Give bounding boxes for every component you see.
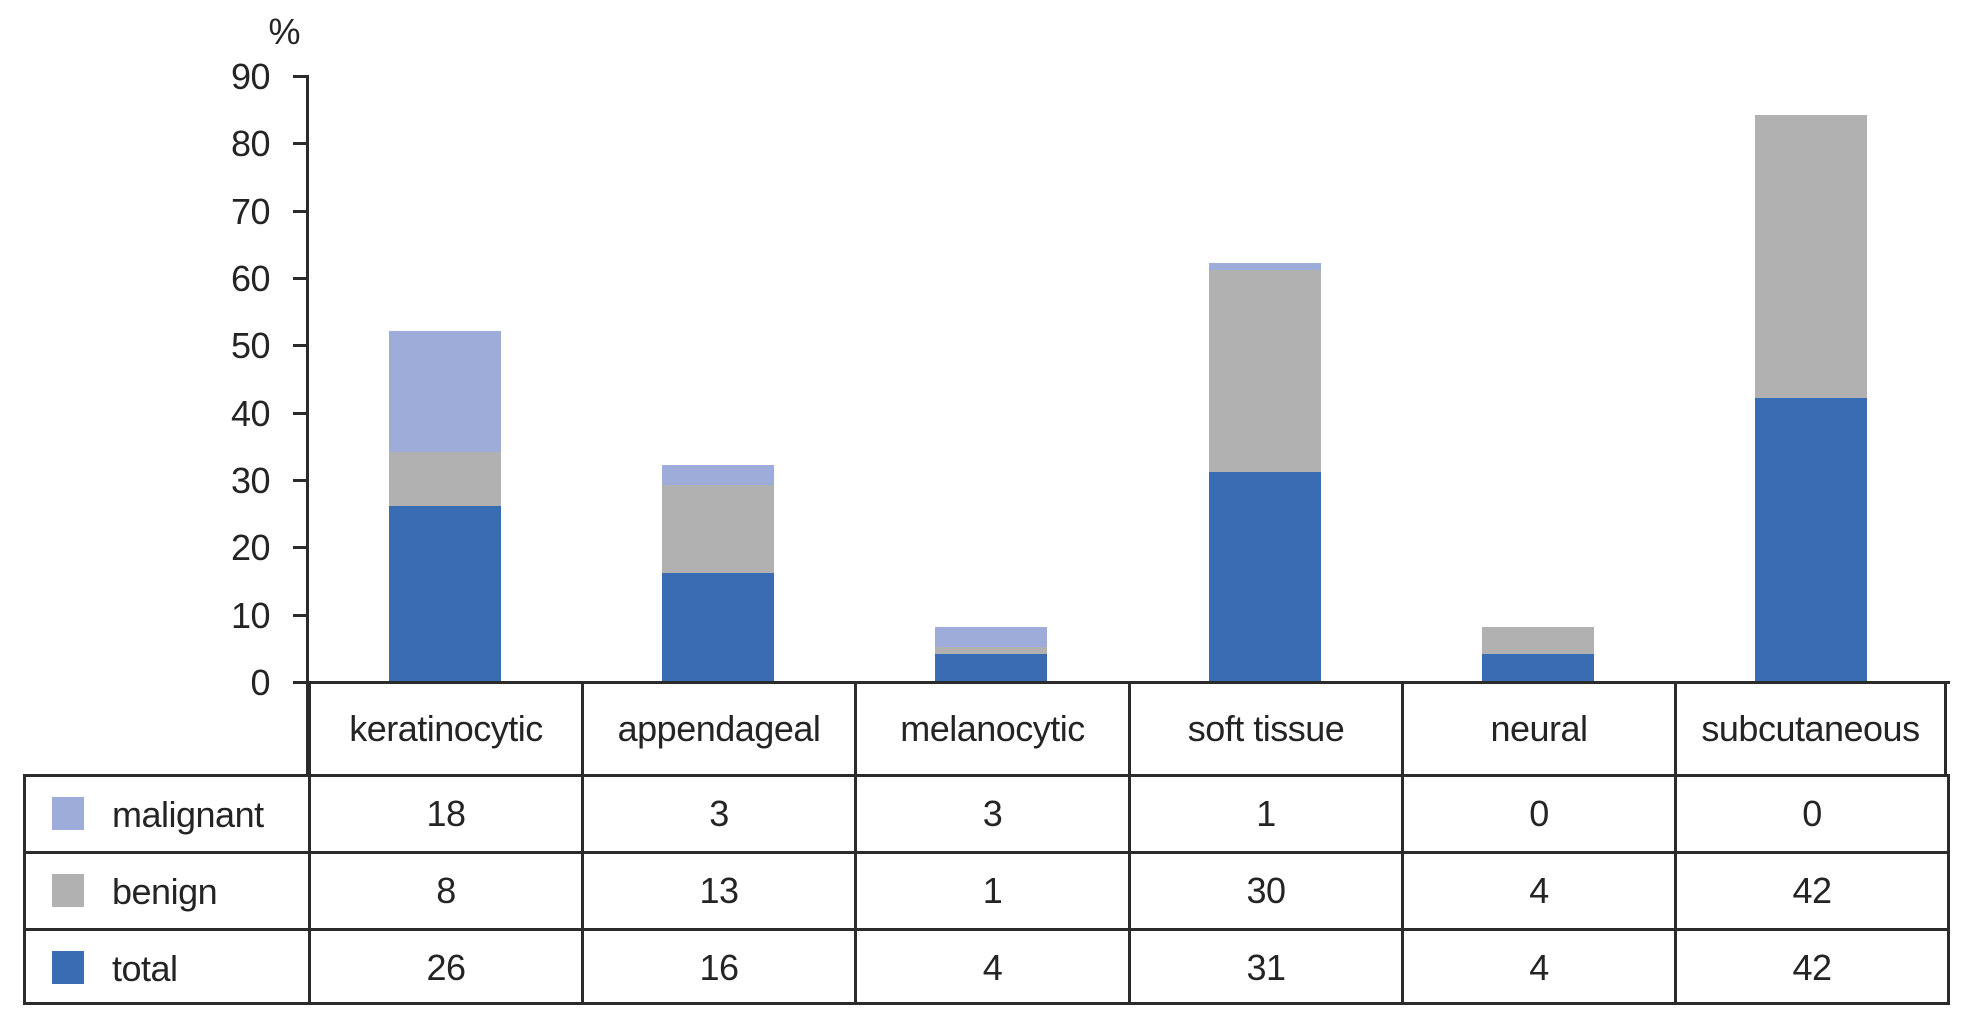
- table-cell-value: 3: [709, 793, 729, 834]
- table-column-divider: [1401, 774, 1404, 1005]
- y-tick-label: 30: [230, 460, 271, 501]
- category-header-neural: neural: [1401, 684, 1674, 774]
- y-tick-mark: [293, 277, 306, 280]
- y-axis-line: [306, 75, 309, 774]
- bar-segment-total-subcutaneous: [1755, 398, 1867, 681]
- bar-segment-total-appendageal: [662, 573, 774, 681]
- category-header-appendageal: appendageal: [581, 684, 854, 774]
- y-tick-mark: [293, 681, 306, 684]
- bar-segment-benign-neural: [1482, 627, 1594, 654]
- legend-label-benign: benign: [112, 871, 218, 912]
- bar-segment-benign-appendageal: [662, 485, 774, 573]
- bar-segment-total-keratinocytic: [389, 506, 501, 681]
- bar-segment-malignant-appendageal: [662, 465, 774, 485]
- table-cell-value: 0: [1802, 793, 1822, 834]
- table-cell-value: 16: [699, 947, 739, 988]
- y-tick-mark: [293, 546, 306, 549]
- bar-segment-malignant-keratinocytic: [389, 331, 501, 452]
- table-column-divider: [1128, 774, 1131, 1005]
- y-tick-label: 60: [230, 258, 271, 299]
- table-cell-value: 4: [1529, 870, 1549, 911]
- y-tick-label: 50: [230, 325, 271, 366]
- table-cell-value: 18: [426, 793, 466, 834]
- table-column-divider: [1674, 774, 1677, 1005]
- y-tick-mark: [293, 210, 306, 213]
- table-column-divider: [854, 774, 857, 1005]
- bar-segment-benign-soft-tissue: [1209, 270, 1321, 472]
- bar-segment-total-soft-tissue: [1209, 472, 1321, 681]
- table-row-divider: [23, 851, 1950, 854]
- y-tick-label: 20: [230, 527, 271, 568]
- y-tick-label: 80: [230, 123, 271, 164]
- bar-segment-benign-melanocytic: [935, 647, 1047, 654]
- y-tick-label: 40: [230, 393, 271, 434]
- x-axis-baseline: [306, 681, 1950, 684]
- legend-swatch-benign: [52, 874, 84, 907]
- y-tick-mark: [293, 614, 306, 617]
- table-cell-value: 30: [1246, 870, 1286, 911]
- y-tick-label: 10: [230, 595, 271, 636]
- table-cell-value: 4: [982, 947, 1003, 988]
- table-cell-value: 1: [982, 870, 1003, 911]
- category-header-melanocytic: melanocytic: [854, 684, 1128, 774]
- table-cell-value: 0: [1529, 793, 1549, 834]
- y-axis-unit-label: %: [268, 11, 300, 52]
- table-cell-value: 26: [426, 947, 466, 988]
- table-cell-value: 13: [699, 870, 739, 911]
- y-tick-label: 0: [250, 662, 270, 703]
- table-row-divider: [23, 928, 1950, 931]
- bar-segment-benign-subcutaneous: [1755, 115, 1867, 398]
- table-cell-value: 1: [1256, 793, 1276, 834]
- legend-swatch-total: [52, 951, 84, 984]
- y-tick-label: 70: [230, 191, 271, 232]
- y-tick-mark: [293, 344, 306, 347]
- table-cell-value: 31: [1246, 947, 1286, 988]
- bar-segment-total-melanocytic: [935, 654, 1047, 681]
- bar-segment-total-neural: [1482, 654, 1594, 681]
- table-column-divider: [581, 774, 584, 1005]
- y-tick-label: 90: [230, 56, 271, 97]
- table-cell-value: 8: [436, 870, 456, 911]
- y-tick-mark: [293, 479, 306, 482]
- table-cell-value: 3: [982, 793, 1003, 834]
- table-cell-value: 42: [1792, 870, 1832, 911]
- y-tick-mark: [293, 142, 306, 145]
- legend-label-total: total: [112, 948, 178, 989]
- table-cell-value: 42: [1792, 947, 1832, 988]
- y-tick-mark: [293, 75, 306, 78]
- category-header-keratinocytic: keratinocytic: [308, 684, 581, 774]
- legend-swatch-malignant: [52, 797, 84, 830]
- table-cell-value: 4: [1529, 947, 1549, 988]
- legend-label-malignant: malignant: [112, 794, 264, 835]
- category-header-soft-tissue: soft tissue: [1128, 684, 1401, 774]
- table-column-divider: [308, 774, 311, 1005]
- bar-segment-malignant-melanocytic: [935, 627, 1047, 647]
- bar-segment-malignant-soft-tissue: [1209, 263, 1321, 270]
- category-header-subcutaneous: subcutaneous: [1674, 684, 1947, 774]
- data-table-outline: [23, 774, 1950, 1005]
- bar-segment-benign-keratinocytic: [389, 452, 501, 506]
- y-tick-mark: [293, 412, 306, 415]
